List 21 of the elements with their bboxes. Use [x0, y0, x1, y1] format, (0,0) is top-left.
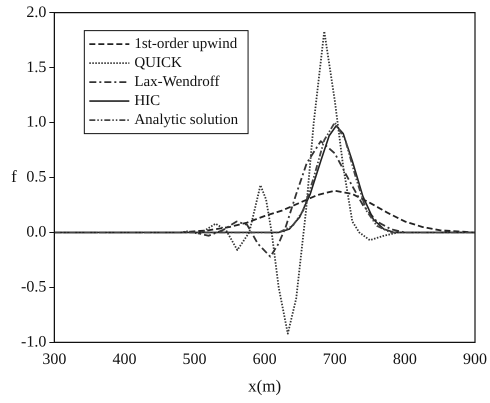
x-tick-label: 900: [463, 351, 487, 368]
y-tick-label: 1.5: [26, 58, 46, 76]
x-axis-title: x(m): [248, 376, 282, 396]
x-tick-label: 600: [252, 351, 277, 368]
legend-label: HIC: [134, 93, 160, 110]
y-axis-title: f: [11, 166, 18, 186]
x-tick-label: 800: [392, 351, 417, 368]
x-tick-label: 700: [322, 351, 347, 368]
x-tick-label: 400: [112, 351, 136, 368]
legend-label: Analytic solution: [134, 112, 239, 128]
legend-label: QUICK: [134, 55, 182, 72]
y-tick-label: 0.0: [26, 224, 46, 241]
x-tick-label: 300: [42, 351, 66, 368]
y-tick-label: 0.5: [26, 168, 46, 186]
y-tick-label: 2.0: [26, 4, 46, 21]
x-tick-label: 500: [182, 351, 207, 368]
legend-label: Lax-Wendroff: [134, 74, 220, 90]
legend-label: 1st-order upwind: [134, 36, 238, 52]
y-tick-label: -1.0: [21, 334, 46, 351]
y-tick-label: 1.0: [26, 114, 46, 131]
y-tick-label: -0.5: [21, 278, 46, 296]
